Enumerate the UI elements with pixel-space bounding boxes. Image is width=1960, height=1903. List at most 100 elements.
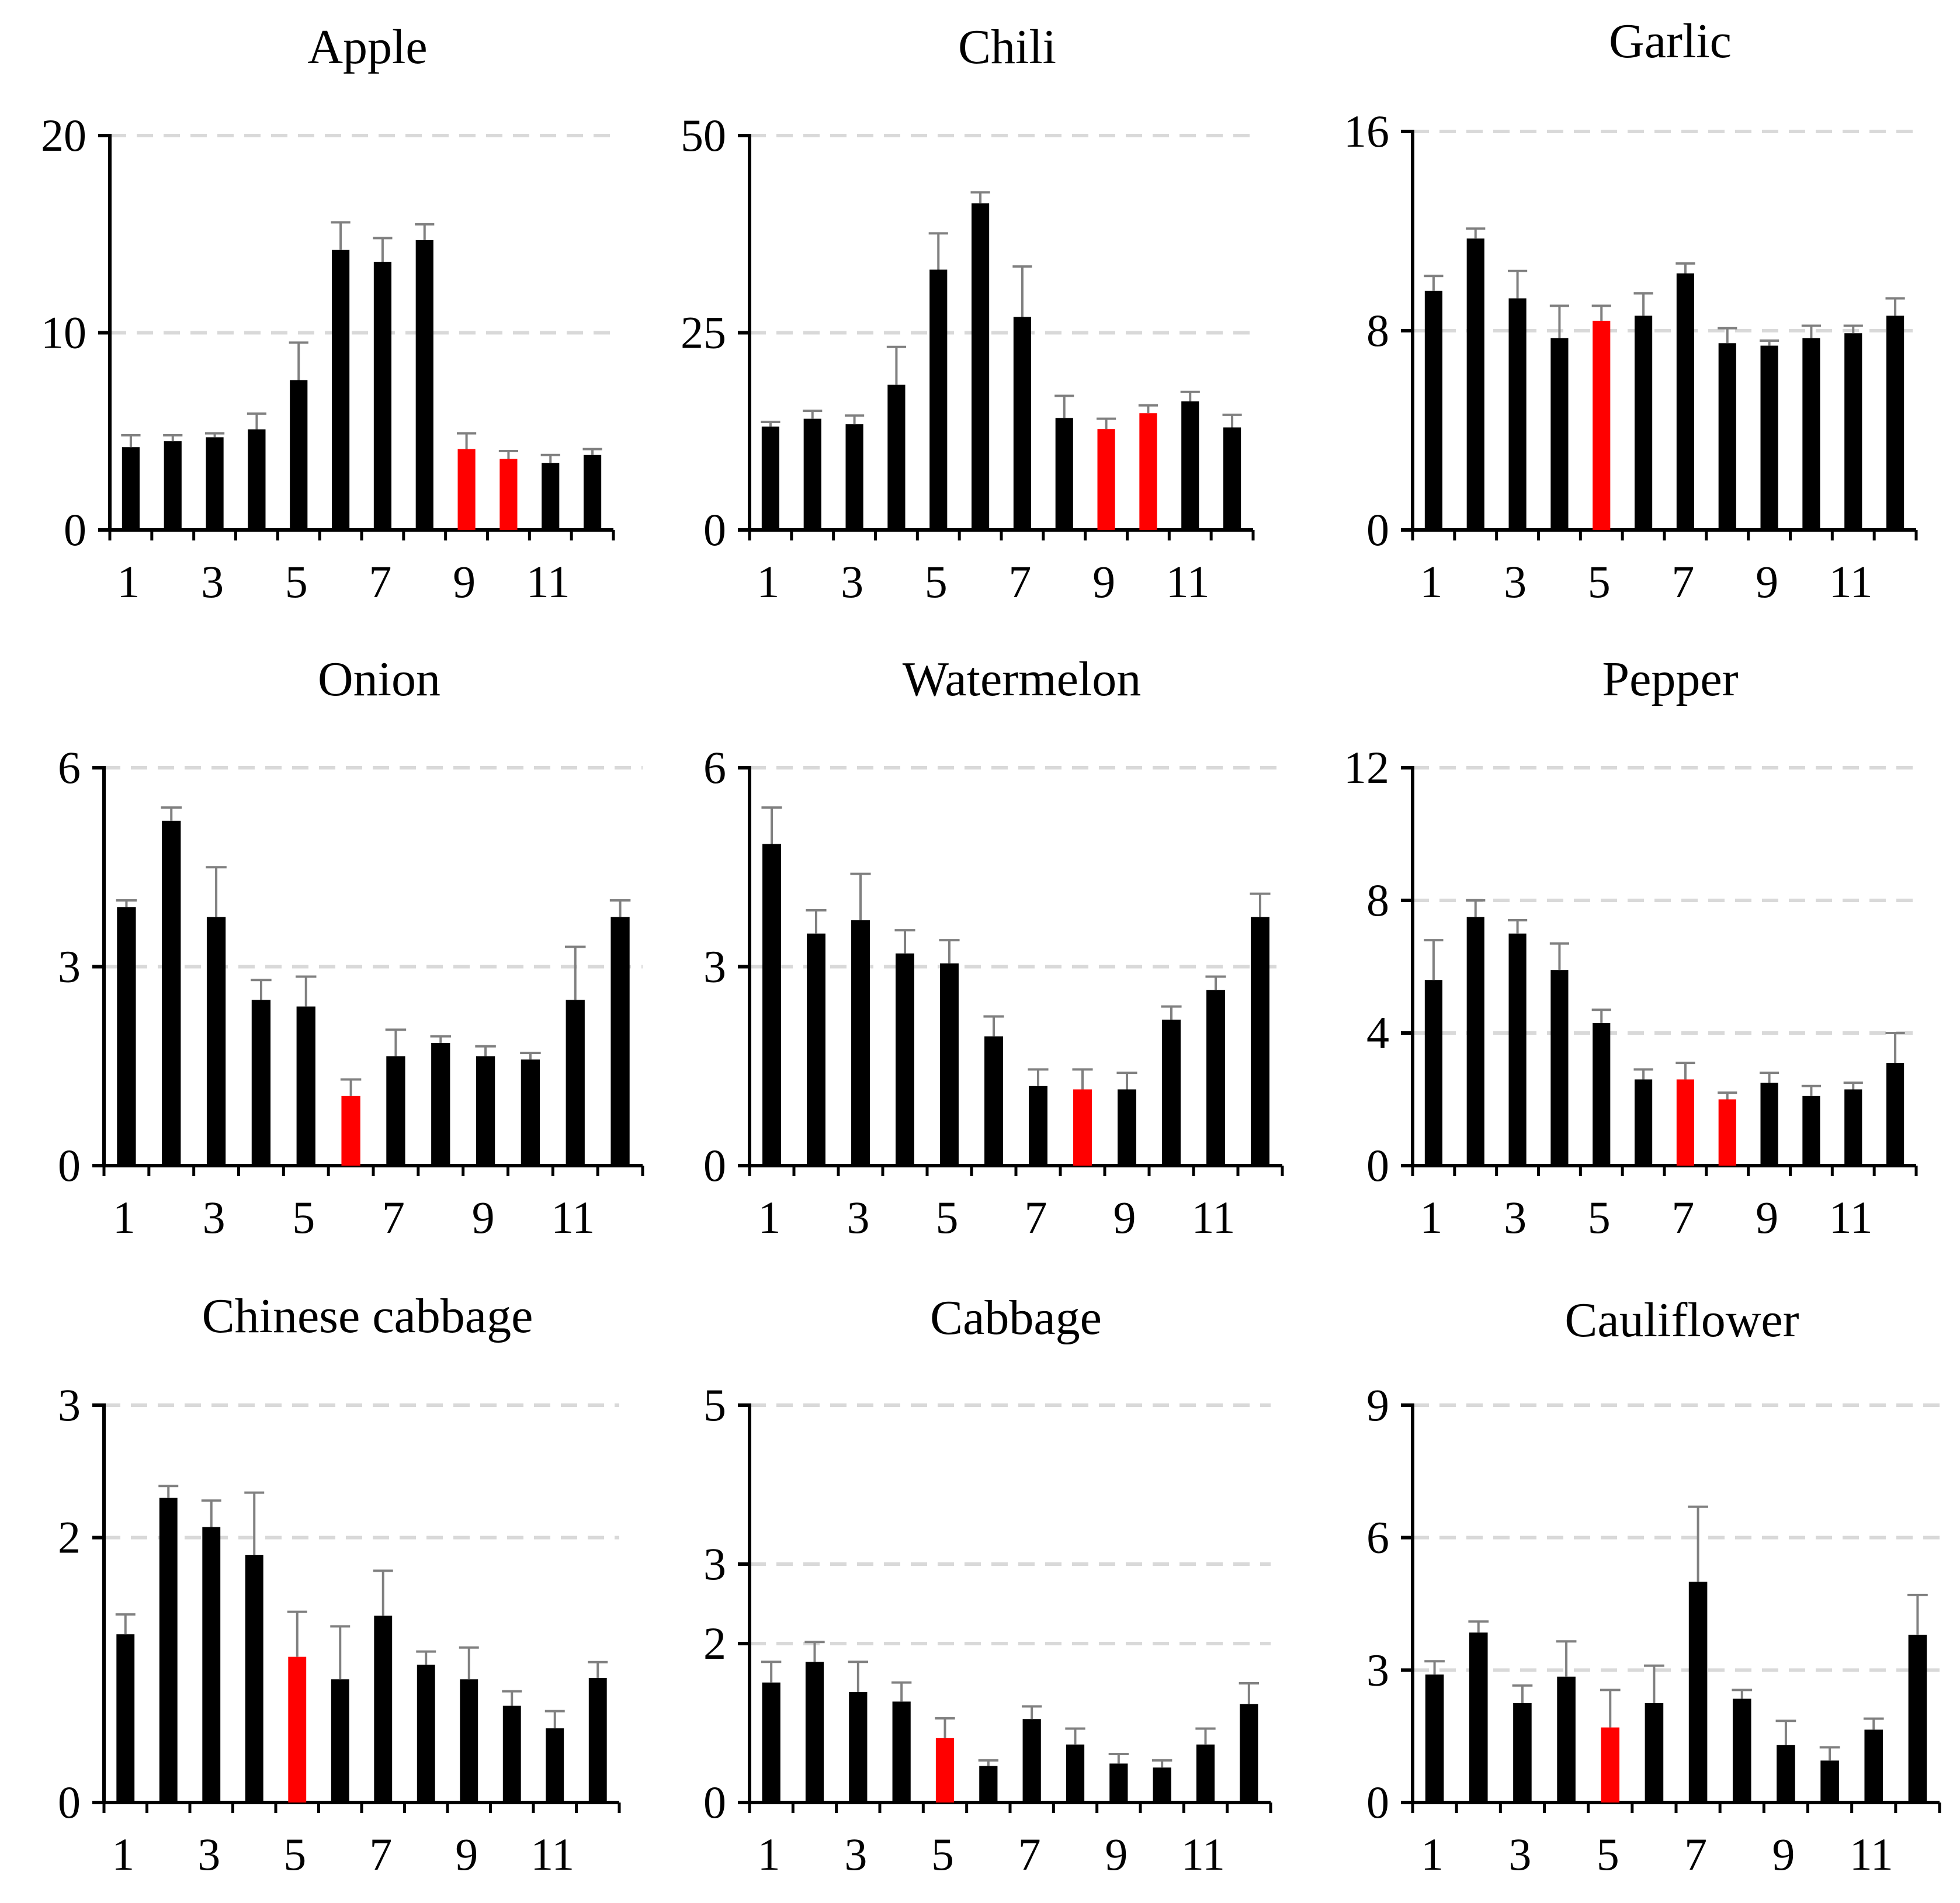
- bar: [566, 1000, 585, 1166]
- chart-panel: Garlic 0 8 16 1 3 5 7 9 11: [1344, 14, 1918, 607]
- y-tick-label: 8: [1366, 305, 1389, 356]
- bar: [1109, 1763, 1128, 1803]
- x-tick-label: 9: [1756, 556, 1778, 607]
- bar: [1777, 1745, 1795, 1803]
- y-tick-label: 0: [1366, 504, 1389, 555]
- bar: [248, 429, 266, 530]
- bar: [159, 1498, 178, 1803]
- y-tick-label: 2: [703, 1618, 726, 1669]
- bar: [117, 907, 136, 1166]
- chart-panel: Chili 0 25 50 1 3 5 7 9 11: [681, 20, 1255, 607]
- bar: [971, 203, 990, 531]
- bar: [202, 1527, 221, 1803]
- chart-panel: Onion 0 3 6 1 3 5 7 9 11: [58, 652, 644, 1243]
- bar: [162, 820, 181, 1166]
- bar: [805, 1662, 824, 1803]
- y-tick-label: 0: [1366, 1140, 1389, 1191]
- bar: [460, 1679, 478, 1803]
- x-tick-label: 7: [1671, 556, 1694, 607]
- bar: [1550, 970, 1569, 1166]
- x-tick-label: 5: [292, 1192, 315, 1243]
- x-tick-label: 9: [1113, 1192, 1136, 1243]
- bar: [1206, 990, 1225, 1166]
- bar: [1645, 1703, 1664, 1803]
- chart-title: Chinese cabbage: [202, 1289, 533, 1343]
- chart-title: Garlic: [1609, 14, 1732, 68]
- bar: [502, 1706, 521, 1803]
- bar: [1601, 1727, 1620, 1803]
- bar: [887, 384, 906, 530]
- bar: [499, 459, 518, 530]
- bar: [1508, 933, 1527, 1166]
- y-tick-label: 20: [41, 110, 86, 161]
- x-tick-label: 11: [1850, 1829, 1893, 1880]
- y-tick-label: 6: [703, 742, 726, 793]
- bar: [206, 437, 224, 530]
- x-tick-label: 9: [455, 1829, 478, 1880]
- bar: [1802, 1096, 1820, 1166]
- y-tick-label: 3: [703, 1538, 726, 1589]
- chart-panel: Cauliflower 0 3 6 9 1 3 5 7 9 11: [1366, 1293, 1941, 1880]
- x-tick-label: 11: [1829, 1192, 1873, 1243]
- x-tick-label: 3: [1504, 556, 1527, 607]
- bar: [457, 449, 476, 530]
- x-tick-label: 11: [526, 556, 570, 607]
- bar: [1718, 343, 1736, 530]
- bar: [251, 1000, 271, 1166]
- chart-title: Chili: [958, 20, 1056, 74]
- x-tick-label: 1: [757, 556, 779, 607]
- bar: [546, 1728, 564, 1803]
- bar: [761, 427, 780, 530]
- bar: [1055, 418, 1073, 530]
- bar: [851, 920, 870, 1166]
- y-tick-label: 3: [1366, 1644, 1389, 1695]
- bar: [164, 441, 182, 530]
- y-tick-label: 0: [58, 1140, 81, 1191]
- bar: [521, 1059, 540, 1166]
- bar: [1676, 1079, 1695, 1166]
- bar: [1593, 320, 1611, 530]
- y-tick-label: 10: [41, 307, 86, 358]
- y-tick-label: 3: [703, 941, 726, 992]
- bar: [1424, 980, 1443, 1166]
- x-tick-label: 3: [197, 1829, 220, 1880]
- x-tick-label: 3: [1508, 1829, 1531, 1880]
- y-tick-label: 6: [58, 742, 81, 793]
- bar: [1097, 429, 1115, 530]
- x-tick-label: 3: [1504, 1192, 1527, 1243]
- y-tick-label: 0: [703, 1140, 726, 1191]
- x-tick-label: 3: [844, 1829, 867, 1880]
- x-tick-label: 5: [1588, 556, 1611, 607]
- bar: [1425, 1674, 1444, 1803]
- bar: [1844, 333, 1862, 530]
- chart-title: Cabbage: [930, 1291, 1102, 1345]
- x-tick-label: 11: [1166, 556, 1210, 607]
- x-tick-label: 3: [847, 1192, 870, 1243]
- chart-panel: Chinese cabbage 0 2 3 1 3 5 7 9 11: [58, 1289, 621, 1880]
- x-tick-label: 7: [369, 556, 391, 607]
- y-tick-label: 3: [58, 941, 81, 992]
- x-tick-label: 11: [530, 1829, 574, 1880]
- x-tick-label: 1: [113, 1192, 136, 1243]
- x-tick-label: 9: [453, 556, 476, 607]
- bar: [1508, 298, 1527, 530]
- y-tick-label: 2: [58, 1512, 81, 1563]
- chart-panel: Pepper 0 4 8 12 1 3 5 7 9 11: [1344, 652, 1918, 1243]
- bar: [1240, 1704, 1258, 1803]
- bar: [940, 963, 959, 1166]
- y-tick-label: 8: [1366, 875, 1389, 925]
- bar: [807, 933, 825, 1166]
- chart-title: Onion: [318, 652, 440, 706]
- bar: [935, 1738, 955, 1803]
- bar: [1634, 1079, 1653, 1166]
- bar: [386, 1056, 405, 1166]
- chart-title: Apple: [307, 20, 427, 74]
- bar: [849, 1691, 868, 1803]
- x-tick-label: 11: [1829, 556, 1873, 607]
- x-tick-label: 5: [283, 1829, 306, 1880]
- x-tick-label: 5: [1597, 1829, 1619, 1880]
- y-tick-label: 3: [58, 1379, 81, 1430]
- y-tick-label: 25: [681, 307, 726, 358]
- bar: [1844, 1089, 1862, 1166]
- y-tick-label: 0: [703, 504, 726, 555]
